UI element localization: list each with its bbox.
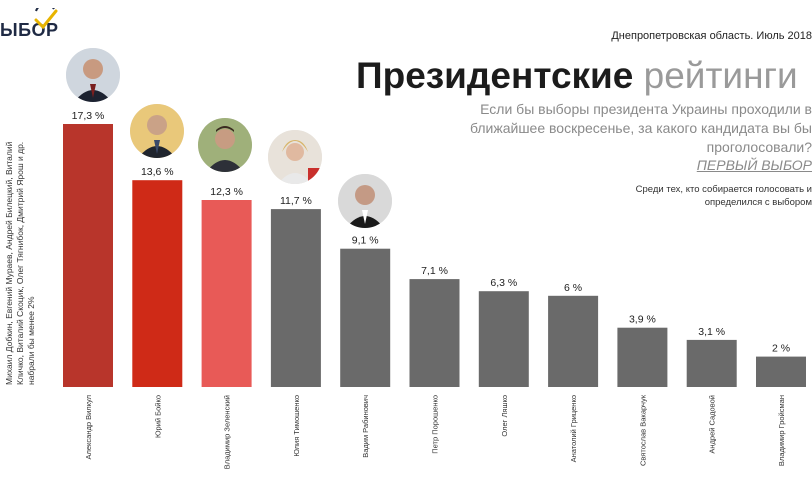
bar-1 — [63, 124, 113, 387]
category-label: Олег Ляшко — [500, 395, 509, 437]
value-label: 9,1 % — [352, 235, 379, 247]
category-label: Юрий Бойко — [153, 395, 162, 438]
region-date: Днепропетровская область. Июль 2018 — [611, 30, 812, 42]
bar-4 — [270, 209, 321, 387]
value-label: 13,6 % — [141, 166, 174, 178]
bar-11 — [756, 356, 806, 387]
value-label: 3,9 % — [629, 314, 656, 326]
checkmark-icon — [34, 8, 58, 30]
value-label: 6,3 % — [490, 277, 517, 289]
logo: ЫБОР — [0, 6, 60, 46]
subtitle-note: Среди тех, кто собирается голосовать и о… — [635, 184, 812, 208]
value-label: 11,7 % — [280, 195, 312, 207]
value-label: 12,3 % — [210, 186, 243, 198]
bar-6 — [409, 279, 460, 387]
photo-zelensky — [198, 118, 252, 172]
category-label: Андрей Садовой — [708, 395, 717, 454]
bar-5 — [340, 248, 391, 387]
photo-vilkul — [66, 48, 120, 102]
value-label: 6 % — [564, 282, 582, 294]
bar-7 — [478, 291, 529, 387]
photo-rabinovich — [338, 174, 392, 228]
bar-3 — [201, 200, 252, 387]
value-label: 3,1 % — [698, 326, 725, 338]
portrait-icon — [66, 48, 120, 102]
survey-question: Если бы выборы президента Украины проход… — [469, 101, 812, 155]
portrait-icon — [198, 118, 252, 172]
portrait-icon — [338, 174, 392, 228]
category-label: Святослав Вакарчук — [638, 394, 647, 466]
category-label: Владимир Гройсман — [777, 395, 786, 466]
category-label: Вадим Рабинович — [361, 395, 370, 458]
category-label: Анатолий Гриценко — [569, 395, 578, 462]
value-label: 17,3 % — [72, 110, 105, 122]
page-title: Президентские рейтинги — [356, 54, 798, 98]
photo-tymoshenko — [268, 130, 322, 184]
value-label: 7,1 % — [421, 265, 448, 277]
category-label: Александр Вилкул — [84, 395, 93, 460]
bar-8 — [548, 295, 599, 387]
category-label: Владимир Зеленский — [223, 395, 232, 469]
bar-2 — [132, 180, 183, 387]
bar-10 — [686, 339, 737, 387]
value-label: 2 % — [772, 343, 790, 355]
category-label: Юлия Тимошенко — [292, 395, 301, 457]
title-light: рейтинги — [643, 55, 798, 96]
portrait-icon — [268, 130, 322, 184]
category-label: Петр Порошенко — [431, 395, 440, 454]
portrait-icon — [130, 104, 184, 158]
title-bold: Президентские — [356, 55, 634, 96]
bar-9 — [617, 327, 668, 387]
photo-boyko — [130, 104, 184, 158]
brand-link[interactable]: ПЕРВЫЙ ВЫБОР — [696, 157, 812, 173]
